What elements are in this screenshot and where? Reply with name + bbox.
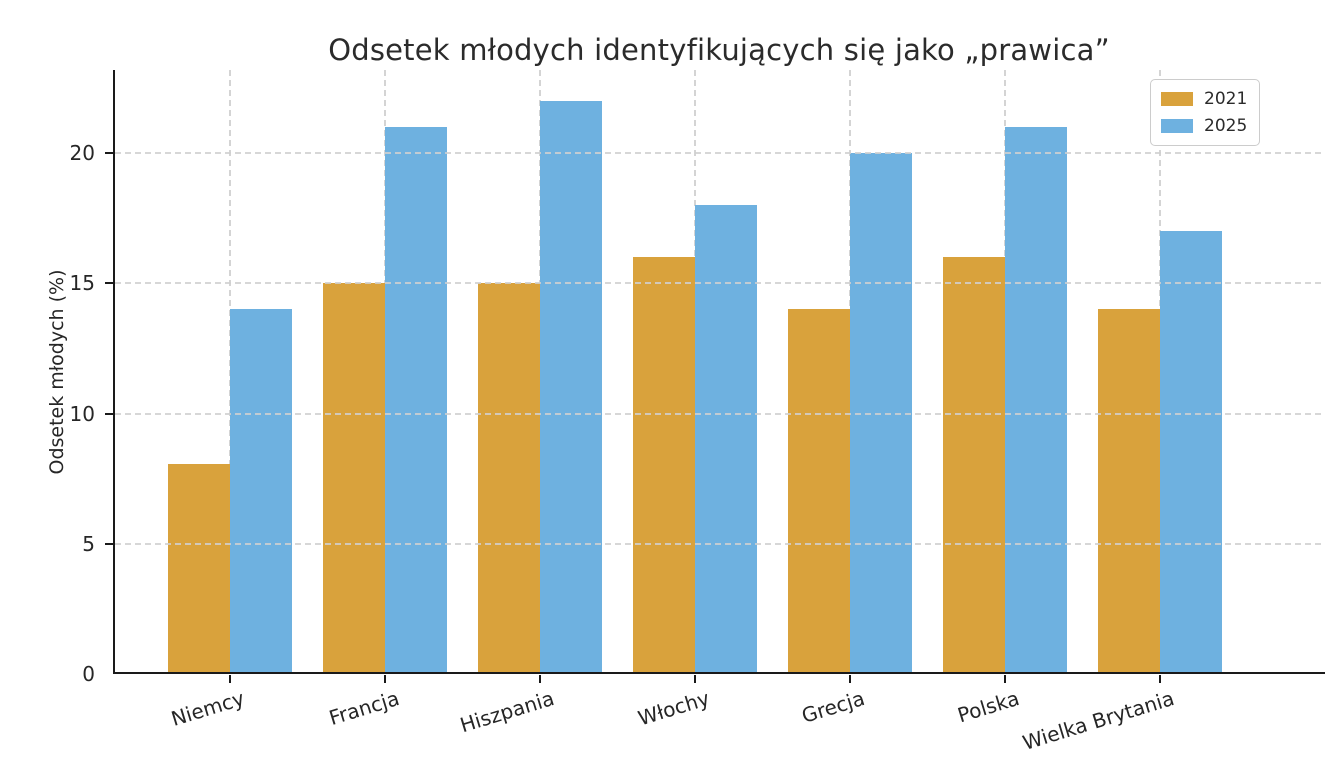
x-tick-mark	[849, 675, 851, 683]
y-tick-label-20: 20	[69, 141, 95, 166]
bar-2021-w-ochy	[633, 256, 695, 672]
horizontal-gridline	[115, 282, 1325, 285]
x-tick-label-w-ochy: Włochy	[634, 686, 713, 731]
legend-swatch-2021	[1161, 92, 1193, 106]
legend-swatch-2025	[1161, 119, 1193, 133]
x-tick-mark	[1004, 675, 1006, 683]
bar-2021-niemcy	[168, 464, 230, 672]
legend-label-2021: 2021	[1204, 89, 1248, 109]
bar-2021-francja	[323, 282, 385, 672]
x-tick-label-francja: Francja	[326, 686, 403, 731]
legend-label-2025: 2025	[1204, 116, 1248, 136]
y-tick-mark	[105, 412, 114, 415]
y-tick-label-5: 5	[82, 531, 95, 556]
bar-2025-wielka-brytania	[1160, 230, 1222, 672]
x-tick-label-polska: Polska	[954, 686, 1023, 728]
x-tick-mark	[229, 675, 231, 683]
x-tick-mark	[384, 675, 386, 683]
plot-area: Niemcy Francja Hiszpania Włochy Grecja Polska…	[70, 70, 1325, 755]
x-tick-label-wielka-brytania: Wielka Brytania	[1019, 686, 1178, 755]
y-tick-label-15: 15	[69, 271, 95, 296]
legend-row-2021: 2021	[1161, 89, 1247, 109]
bar-2025-niemcy	[230, 308, 292, 672]
x-tick-mark	[694, 675, 696, 683]
horizontal-gridline	[115, 542, 1325, 545]
horizontal-gridline	[115, 412, 1325, 415]
bar-2025-polska	[1005, 127, 1067, 672]
bar-2021-wielka-brytania	[1098, 308, 1160, 672]
bar-2025-hiszpania	[540, 101, 602, 672]
y-tick-label-0: 0	[82, 662, 95, 686]
legend: 2021 2025	[1150, 79, 1261, 146]
y-tick-mark	[105, 542, 114, 545]
bar-2021-polska	[943, 256, 1005, 672]
bar-2025-grecja	[850, 153, 912, 672]
bar-2025-w-ochy	[695, 204, 757, 672]
y-tick-mark	[105, 152, 114, 155]
x-tick-mark	[1159, 675, 1161, 683]
y-axis-label: Odsetek młodych (%)	[46, 269, 68, 475]
bar-2021-hiszpania	[478, 282, 540, 672]
legend-row-2025: 2025	[1161, 116, 1247, 136]
horizontal-gridline	[115, 152, 1325, 155]
bar-2021-grecja	[788, 308, 850, 672]
x-tick-label-grecja: Grecja	[798, 686, 868, 728]
x-tick-mark	[539, 675, 541, 683]
y-tick-mark	[105, 282, 114, 285]
y-tick-label-10: 10	[69, 401, 95, 426]
x-tick-label-niemcy: Niemcy	[168, 686, 248, 731]
bar-2025-francja	[385, 127, 447, 672]
x-tick-label-hiszpania: Hiszpania	[457, 686, 558, 738]
chart-title: Odsetek młodych identyfikujących się jak…	[328, 33, 1110, 67]
